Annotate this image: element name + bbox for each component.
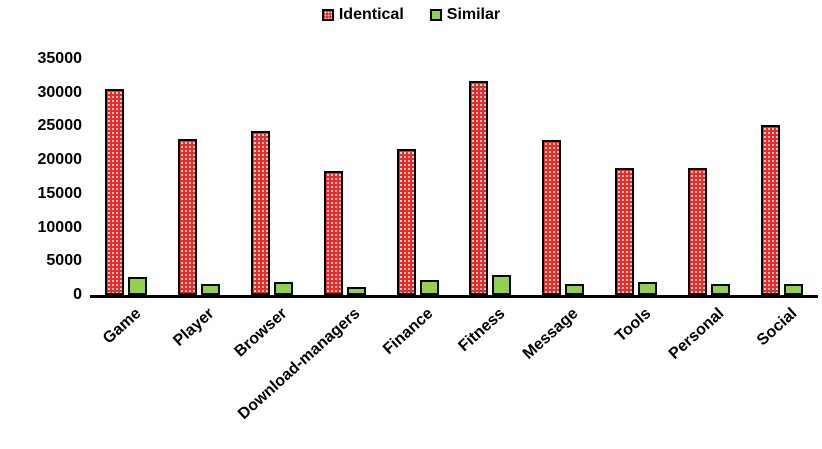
plot-area [90, 59, 818, 298]
bar-group-player [163, 59, 236, 295]
bar-group-tools [600, 59, 673, 295]
similar-bar-message [565, 283, 585, 295]
legend-label-similar: Similar [446, 6, 501, 23]
similar-bar-tools [637, 282, 657, 295]
similar-bar-game [128, 277, 148, 295]
similar-bar-finance [419, 279, 439, 295]
x-category-label-game: Game [100, 305, 145, 348]
legend-item-identical: Identical [321, 6, 404, 24]
similar-bar-player [201, 283, 221, 295]
y-tick-label: 35000 [37, 50, 83, 67]
x-category-label-personal: Personal [665, 305, 728, 363]
bar-group-download-managers [308, 59, 381, 295]
bar-group-personal [672, 59, 745, 295]
y-tick-label: 30000 [37, 83, 83, 101]
y-axis-tick-labels: 0 5000 10000 15000 20000 25000 30000 35000 [0, 50, 83, 303]
similar-swatch [429, 9, 442, 21]
y-tick-label: 25000 [37, 117, 83, 135]
identical-bar-download-managers [323, 170, 343, 295]
similar-bar-browser [273, 281, 293, 295]
legend-label-identical: Identical [338, 6, 404, 23]
identical-bar-personal [687, 168, 707, 295]
x-category-label-browser: Browser [231, 305, 291, 361]
identical-bar-fitness [469, 80, 489, 295]
y-tick-label: 5000 [46, 252, 82, 270]
x-category-label-message: Message [519, 305, 582, 363]
bar-group-social [745, 59, 818, 295]
identical-bar-browser [250, 131, 270, 295]
y-tick-label: 20000 [37, 151, 83, 169]
bar-group-finance [381, 59, 454, 295]
bar-group-fitness [454, 59, 527, 295]
similar-bar-social [783, 283, 803, 295]
similar-bar-download-managers [346, 286, 366, 295]
y-tick-label: 15000 [37, 184, 83, 202]
x-category-label-fitness: Fitness [455, 305, 509, 356]
x-category-label-player: Player [170, 305, 218, 350]
y-tick-label: 10000 [37, 218, 83, 236]
identical-swatch [321, 9, 334, 21]
identical-bar-message [542, 139, 562, 295]
x-category-label-tools: Tools [612, 305, 655, 346]
identical-bar-tools [614, 167, 634, 295]
identical-bar-finance [396, 148, 416, 295]
x-axis-category-labels: Game Player Browser Download-managers Financ… [90, 301, 818, 441]
bar-group-game [90, 59, 163, 295]
bar-groups [90, 59, 818, 295]
legend: Identical Similar [0, 6, 822, 24]
identical-bar-player [178, 138, 198, 295]
similar-bar-fitness [492, 275, 512, 295]
y-tick-label: 0 [73, 286, 82, 303]
bar-group-browser [236, 59, 309, 295]
bar-group-message [527, 59, 600, 295]
similar-bar-personal [710, 284, 730, 295]
identical-bar-game [105, 89, 125, 295]
x-category-label-finance: Finance [379, 305, 436, 359]
x-category-label-download-managers: Download-managers [234, 305, 364, 423]
legend-item-similar: Similar [429, 6, 501, 24]
identical-bar-social [760, 125, 780, 295]
x-category-label-social: Social [753, 305, 800, 350]
